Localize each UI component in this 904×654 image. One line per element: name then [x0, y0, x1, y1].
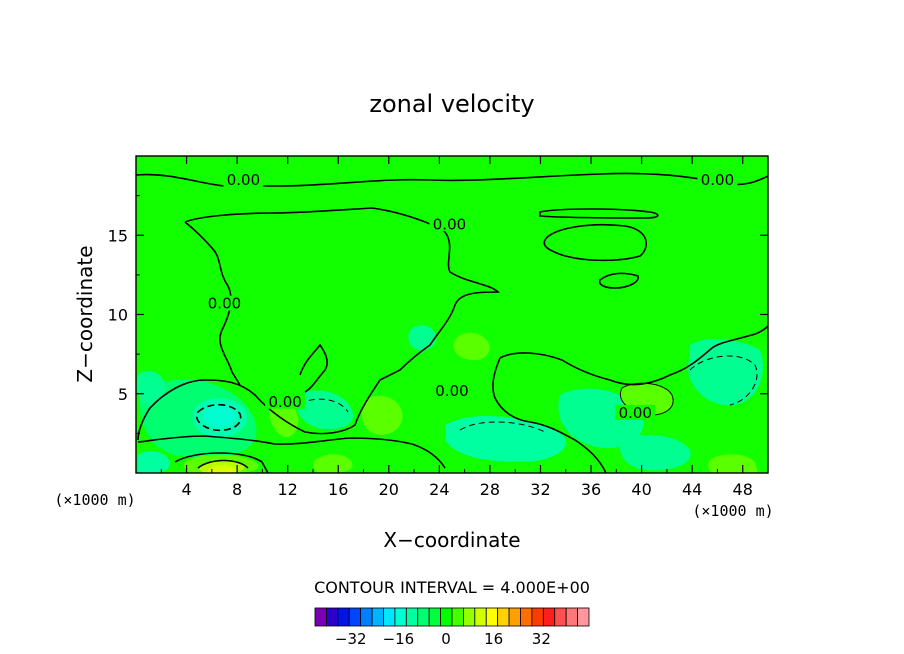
x-unit-left: (×1000 m) — [54, 491, 135, 509]
colorbar-swatch — [348, 607, 362, 627]
x-tick-label: 28 — [480, 480, 500, 499]
x-tick-label: 44 — [682, 480, 702, 499]
contour-label: 0.00 — [208, 295, 241, 313]
colorbar-swatch — [497, 607, 510, 627]
x-axis-label: X−coordinate — [383, 528, 520, 552]
contour-label-bg — [204, 295, 245, 311]
fill-region-7 — [408, 325, 437, 351]
contour-line-middle-ridge — [137, 379, 381, 441]
fill-region-13 — [136, 371, 166, 406]
colorbar-swatch — [417, 607, 430, 627]
fill-region-9 — [558, 388, 644, 449]
colorbar-tick-label: 0 — [441, 630, 451, 648]
colorbar-swatch — [451, 607, 464, 627]
x-tick-label: 40 — [631, 480, 651, 499]
x-tick-label: 4 — [181, 480, 191, 499]
x-tick-label: 8 — [232, 480, 242, 499]
contour-line-dashed-right — [689, 355, 758, 406]
fill-region-6 — [453, 332, 490, 361]
fill-region-17 — [138, 450, 171, 473]
contour-label-bg — [615, 404, 656, 420]
colorbar-swatch — [508, 607, 521, 627]
contour-line-left-bottom — [174, 452, 269, 474]
colorbar-swatch — [474, 607, 487, 627]
fill-region-8 — [445, 415, 567, 462]
colorbar-swatch — [577, 607, 590, 627]
contour-label: 0.00 — [701, 171, 734, 189]
colorbar-swatch — [463, 607, 476, 627]
y-axis-label: Z−coordinate — [73, 245, 97, 382]
colorbar-swatch — [371, 607, 384, 627]
colorbar-swatch — [428, 607, 441, 627]
colorbar-swatch — [531, 607, 544, 627]
contour-label-bg — [697, 171, 738, 187]
contour-line-squiggle-2 — [598, 272, 639, 289]
contour-line-left-wall — [184, 221, 241, 386]
colorbar-swatch — [360, 607, 373, 627]
contour-label: 0.00 — [433, 215, 466, 233]
colorbar-swatch — [326, 607, 339, 627]
contour-label-bg — [429, 216, 470, 232]
contour-label: 0.00 — [268, 393, 301, 411]
contour-label: 0.00 — [619, 404, 652, 422]
y-tick-label: 10 — [108, 306, 128, 325]
contour-line-pos-bump — [197, 459, 249, 469]
plot-area: 0.00 0.00 0.00 0.00 0.00 0.00 0.00 — [135, 155, 769, 474]
fill-region-11 — [688, 338, 763, 406]
colorbar-swatch — [383, 607, 396, 627]
x-tick-label: 24 — [429, 480, 449, 499]
contour-line-upper — [184, 207, 500, 381]
colorbar-swatch — [565, 607, 578, 627]
colorbar-tick-label: −16 — [383, 630, 415, 648]
x-axis: 4 8 12 16 20 24 28 32 36 40 44 48 — [160, 156, 753, 499]
colorbar-swatch — [520, 607, 533, 627]
colorbar-swatch — [554, 607, 567, 627]
contour-line-dashed-mid — [459, 421, 546, 433]
fill-region-19 — [708, 454, 758, 473]
colorbar-tick-label: −32 — [335, 630, 367, 648]
contour-label: 0.00 — [227, 171, 260, 189]
colorbar-tick-label: 16 — [484, 630, 503, 648]
y-tick-label: 5 — [118, 385, 128, 404]
colorbar-swatch — [405, 607, 419, 627]
x-tick-label: 16 — [328, 480, 348, 499]
y-tick-label: 15 — [108, 226, 128, 245]
colorbar-tick-label: 32 — [532, 630, 551, 648]
y-axis: 5 10 15 — [108, 195, 768, 434]
colorbar-swatch — [314, 607, 327, 627]
contour-line-right-mid — [499, 325, 769, 386]
x-tick-label: 36 — [581, 480, 601, 499]
contour-line-right-lower — [492, 357, 607, 474]
contour-line-bottom-1 — [137, 435, 446, 469]
x-tick-label: 48 — [733, 480, 753, 499]
colorbar: −32 −16 0 16 32 — [314, 607, 590, 648]
contour-label-bg — [223, 171, 264, 187]
contour-line-ellipse-right — [543, 223, 648, 262]
fill-region-3 — [203, 404, 237, 428]
contour-line-squiggle-1 — [299, 343, 328, 393]
contour-label: 0.00 — [435, 382, 468, 400]
fill-region-12 — [620, 434, 691, 471]
contour-label-bg — [432, 382, 472, 398]
x-unit-right: (×1000 m) — [692, 502, 773, 520]
contour-label-bg — [265, 393, 306, 409]
contour-line-right-ellipse — [620, 382, 674, 416]
contour-line-loop-ellipse — [196, 403, 242, 432]
colorbar-swatch — [394, 607, 407, 627]
fill-region-5 — [361, 395, 403, 435]
colorbar-swatch — [485, 607, 499, 627]
x-tick-label: 32 — [530, 480, 550, 499]
contour-interval-text: CONTOUR INTERVAL = 4.000E+00 — [314, 578, 590, 597]
colorbar-swatch — [542, 607, 556, 627]
fill-region-16 — [208, 465, 236, 473]
colorbar-swatch — [337, 607, 350, 627]
chart-title: zonal velocity — [369, 90, 534, 118]
contour-labels: 0.00 0.00 0.00 0.00 0.00 0.00 0.00 — [204, 171, 738, 422]
fill-region-18 — [313, 454, 353, 473]
x-tick-label: 20 — [379, 480, 399, 499]
colorbar-swatch — [440, 607, 453, 627]
contour-line-bar-right — [539, 208, 659, 219]
x-tick-label: 12 — [278, 480, 298, 499]
